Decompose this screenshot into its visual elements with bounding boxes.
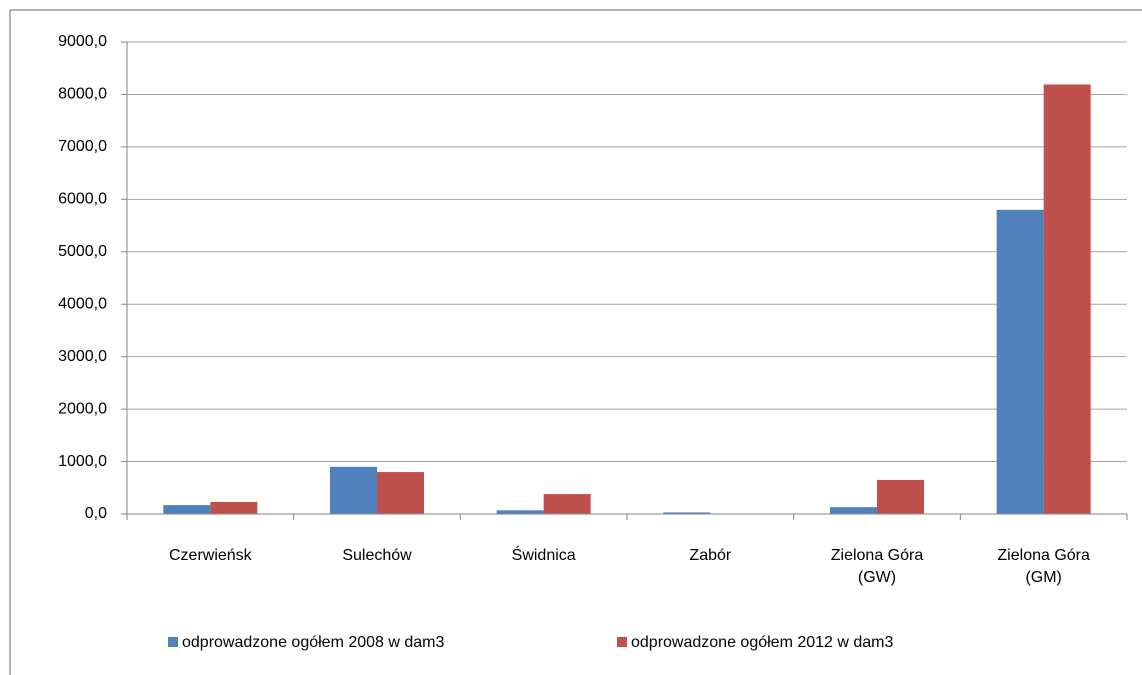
y-tick-label: 7000,0: [58, 138, 107, 155]
bar: [996, 209, 1044, 515]
legend-swatch: [617, 637, 627, 647]
y-tick-label: 2000,0: [58, 400, 107, 417]
bar: [1043, 84, 1091, 514]
bar: [496, 510, 544, 514]
legend-label: odprowadzone ogółem 2008 w dam3: [182, 634, 445, 651]
bar: [377, 472, 424, 514]
bar: [163, 505, 211, 514]
x-tick-label: Zielona Góra (GM): [997, 547, 1090, 586]
x-tick-label: Zabór: [689, 547, 732, 564]
bar: [210, 501, 258, 514]
bar: [877, 479, 924, 514]
bar: [543, 494, 591, 514]
y-tick-label: 8000,0: [58, 86, 107, 103]
y-tick-label: 3000,0: [58, 348, 107, 365]
bar: [330, 466, 377, 514]
y-tick-label: 6000,0: [58, 191, 107, 208]
y-tick-label: 0,0: [85, 505, 107, 522]
legend-label: odprowadzone ogółem 2012 w dam3: [631, 634, 894, 651]
y-tick-label: 1000,0: [58, 453, 107, 470]
x-tick-label: Czerwieńsk: [168, 547, 252, 564]
y-tick-label: 9000,0: [58, 33, 107, 50]
legend-swatch: [168, 637, 178, 647]
x-tick-label: Świdnica: [511, 547, 576, 564]
x-tick-label: Zielona Góra (GW): [830, 547, 924, 586]
bar: [663, 512, 711, 514]
bar: [830, 507, 877, 514]
x-tick-label: Sulechów: [342, 547, 412, 564]
y-tick-label: 5000,0: [58, 243, 107, 260]
y-tick-label: 4000,0: [58, 295, 107, 312]
